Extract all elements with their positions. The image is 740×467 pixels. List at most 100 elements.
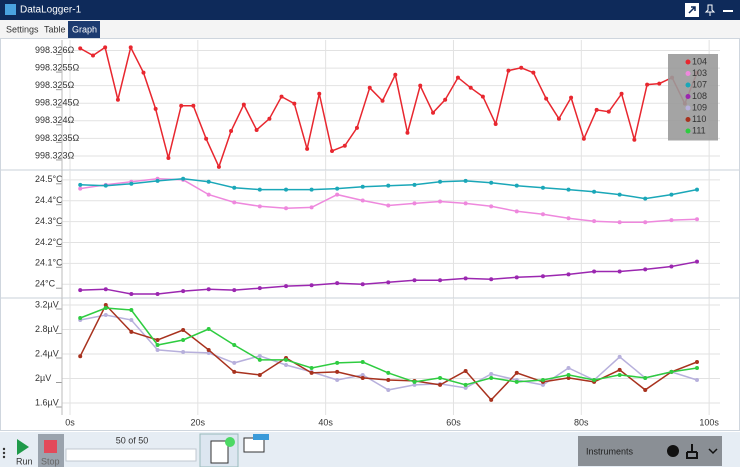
data-point [606, 109, 611, 114]
data-point [694, 359, 699, 364]
data-point [463, 201, 468, 206]
data-point [141, 70, 146, 75]
data-point [360, 372, 365, 377]
y-tick-label: 24.5°C [35, 174, 63, 184]
dropdown-icon[interactable] [708, 448, 718, 455]
data-point [78, 186, 83, 191]
data-point [232, 342, 237, 347]
y-tick-label: 24°C [35, 279, 56, 289]
tab[interactable]: Settings [6, 24, 39, 34]
data-point [335, 377, 340, 382]
data-point [330, 149, 335, 154]
data-point [335, 186, 340, 191]
data-point [617, 192, 622, 197]
data-point [438, 375, 443, 380]
data-point [506, 68, 511, 73]
data-point [284, 357, 289, 362]
pin-button[interactable] [704, 4, 716, 16]
data-point [569, 95, 574, 100]
data-point [386, 370, 391, 375]
run-icon[interactable] [17, 439, 29, 455]
data-point [386, 280, 391, 285]
legend-label: 110 [692, 114, 706, 124]
data-point [669, 369, 674, 374]
data-point [206, 350, 211, 355]
data-point [514, 275, 519, 280]
x-tick-label: 40s [318, 417, 333, 427]
data-point [103, 302, 108, 307]
data-point [412, 278, 417, 283]
legend-label: 109 [692, 102, 707, 112]
data-point [438, 278, 443, 283]
data-point [386, 377, 391, 382]
data-point [566, 375, 571, 380]
series-line [79, 45, 698, 169]
data-point [412, 182, 417, 187]
data-point [191, 103, 196, 108]
data-point [78, 46, 83, 51]
y-tick-label: 24.4°C [35, 195, 63, 205]
tab[interactable]: Table [44, 24, 66, 34]
data-point [443, 97, 448, 102]
data-point [155, 178, 160, 183]
data-point [360, 198, 365, 203]
data-point [514, 370, 519, 375]
data-point [257, 204, 262, 209]
data-point [103, 183, 108, 188]
data-point [540, 382, 545, 387]
data-point [115, 97, 120, 102]
data-point [354, 125, 359, 130]
data-point [103, 287, 108, 292]
data-point [129, 329, 134, 334]
y-tick-label: 998.326Ω [35, 45, 75, 55]
data-point [455, 75, 460, 80]
data-point [284, 206, 289, 211]
data-point [463, 382, 468, 387]
data-point [181, 176, 186, 181]
data-point [206, 326, 211, 331]
data-point [155, 292, 160, 297]
info-icon[interactable] [667, 445, 679, 457]
window-icon-bar [253, 434, 269, 440]
data-point [581, 136, 586, 141]
x-tick-label: 80s [574, 417, 589, 427]
instruments-label[interactable]: Instruments [586, 446, 634, 456]
data-point [592, 189, 597, 194]
data-point [514, 209, 519, 214]
stop-icon [44, 440, 57, 453]
data-point [643, 267, 648, 272]
menu-dot [2, 451, 6, 455]
data-point [232, 200, 237, 205]
data-point [78, 288, 83, 293]
x-tick-label: 20s [191, 417, 206, 427]
data-point [206, 347, 211, 352]
data-point [489, 204, 494, 209]
data-point [216, 164, 221, 169]
data-point [380, 98, 385, 103]
data-point [204, 136, 209, 141]
graph-area [0, 38, 740, 431]
run-label[interactable]: Run [16, 456, 33, 466]
data-point [592, 269, 597, 274]
data-point [566, 372, 571, 377]
data-point [386, 387, 391, 392]
stop-label[interactable]: Stop [41, 456, 60, 466]
data-point [90, 53, 95, 58]
instruments-panel[interactable] [578, 436, 722, 466]
data-point [386, 203, 391, 208]
data-point [438, 199, 443, 204]
window-icon[interactable] [243, 437, 265, 453]
data-point [257, 187, 262, 192]
network-icon[interactable] [686, 444, 698, 459]
data-point [566, 187, 571, 192]
data-point [645, 82, 650, 87]
data-point [540, 274, 545, 279]
x-tick-label: 0s [65, 417, 75, 427]
legend-marker [685, 82, 691, 88]
tab-bar [0, 20, 740, 38]
popout-icon [688, 6, 696, 14]
data-point [431, 110, 436, 115]
data-point [103, 305, 108, 310]
tab[interactable]: Graph [72, 24, 97, 34]
